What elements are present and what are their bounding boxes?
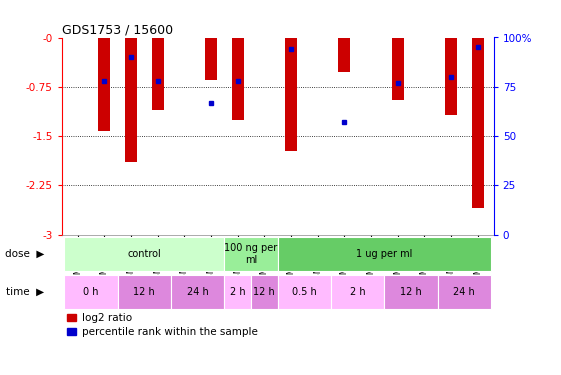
Bar bbox=[472, 38, 484, 209]
Bar bbox=[338, 38, 351, 72]
Bar bbox=[278, 274, 331, 309]
Text: 12 h: 12 h bbox=[254, 286, 275, 297]
Bar bbox=[65, 237, 224, 271]
Bar bbox=[125, 38, 137, 162]
Text: control: control bbox=[127, 249, 161, 259]
Text: 12 h: 12 h bbox=[134, 286, 155, 297]
Bar bbox=[331, 274, 384, 309]
Text: dose  ▶: dose ▶ bbox=[5, 249, 44, 259]
Bar bbox=[118, 274, 171, 309]
Text: 24 h: 24 h bbox=[187, 286, 209, 297]
Text: 24 h: 24 h bbox=[453, 286, 475, 297]
Text: 2 h: 2 h bbox=[350, 286, 366, 297]
Text: GDS1753 / 15600: GDS1753 / 15600 bbox=[62, 23, 173, 36]
Bar bbox=[205, 38, 217, 80]
Bar bbox=[151, 38, 164, 110]
Text: 0 h: 0 h bbox=[83, 286, 99, 297]
Bar bbox=[232, 38, 243, 120]
Text: 2 h: 2 h bbox=[230, 286, 246, 297]
Bar bbox=[65, 274, 118, 309]
Text: 1 ug per ml: 1 ug per ml bbox=[356, 249, 412, 259]
Bar bbox=[224, 237, 278, 271]
Bar bbox=[98, 38, 111, 131]
Bar bbox=[438, 274, 491, 309]
Text: time  ▶: time ▶ bbox=[6, 286, 44, 297]
Text: 12 h: 12 h bbox=[400, 286, 422, 297]
Text: 100 ng per
ml: 100 ng per ml bbox=[224, 243, 278, 264]
Bar bbox=[285, 38, 297, 151]
Bar bbox=[392, 38, 404, 100]
Bar bbox=[224, 274, 251, 309]
Bar bbox=[445, 38, 457, 115]
Bar bbox=[171, 274, 224, 309]
Bar bbox=[251, 274, 278, 309]
Legend: log2 ratio, percentile rank within the sample: log2 ratio, percentile rank within the s… bbox=[67, 313, 257, 337]
Text: 0.5 h: 0.5 h bbox=[292, 286, 317, 297]
Bar bbox=[384, 274, 438, 309]
Bar bbox=[278, 237, 491, 271]
